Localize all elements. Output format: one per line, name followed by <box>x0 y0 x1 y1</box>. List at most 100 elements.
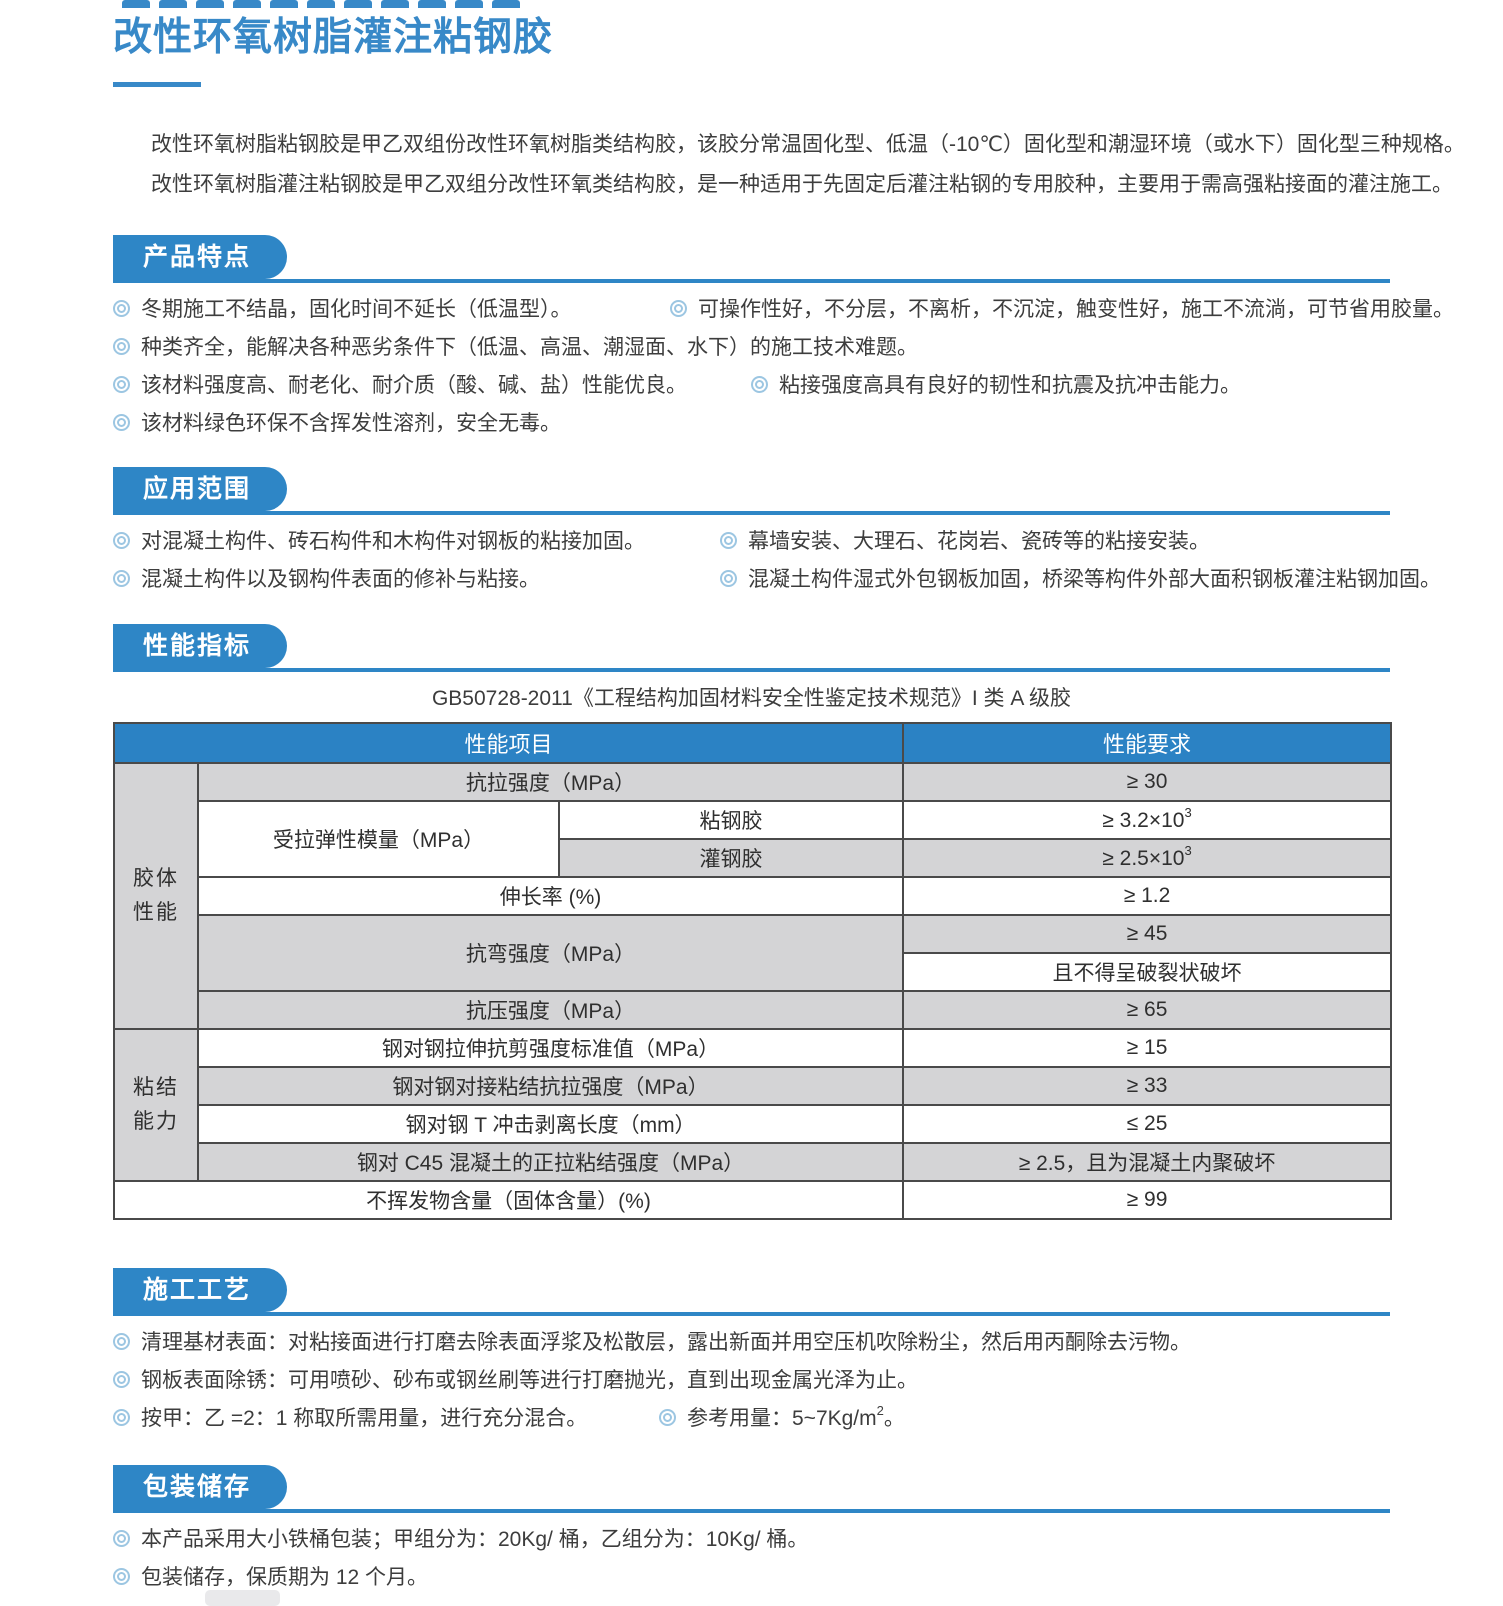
standard-note: GB50728-2011《工程结构加固材料安全性鉴定技术规范》I 类 A 级胶 <box>431 687 1072 710</box>
ring-bullet-icon <box>659 1408 676 1426</box>
process-text: 按甲：乙 =2：1 称取所需用量，进行充分混合。 <box>141 1407 588 1430</box>
section-badge-features: 产品特点 <box>113 235 288 279</box>
requirement-cell: ≥ 3.2×103 <box>902 800 1393 840</box>
list-item: 参考用量：5~7Kg/m2。 <box>659 1398 905 1436</box>
list-item: 幕墙安装、大理石、花岗岩、瓷砖等的粘接安装。 <box>720 521 1210 559</box>
table-row: 伸长率 (%) ≥ 1.2 <box>114 876 1393 916</box>
list-item: 混凝土构件湿式外包钢板加固，桥梁等构件外部大面积钢板灌注粘钢加固。 <box>720 559 1441 597</box>
datasheet-page: 改性环氧树脂灌注粘钢胶 改性环氧树脂粘钢胶是甲乙双组份改性环氧树脂类结构胶，该胶… <box>112 0 1465 1595</box>
feature-text: 可操作性好，不分层，不离析，不沉淀，触变性好，施工不流淌，可节省用胶量。 <box>698 298 1454 321</box>
process-text: 清理基材表面：对粘接面进行打磨去除表面浮浆及松散层，露出新面并用空压机吹除粉尘，… <box>141 1331 1191 1354</box>
item-cell: 受拉弹性模量（MPa） <box>197 800 560 878</box>
list-item: 种类齐全，能解决各种恶劣条件下（低温、高温、潮湿面、水下）的施工技术难题。 <box>113 327 1390 365</box>
ring-bullet-icon <box>670 299 687 317</box>
ring-bullet-icon <box>113 1332 130 1350</box>
item-cell: 钢对 C45 混凝土的正拉粘结强度（MPa） <box>196 1142 905 1182</box>
list-item: 混凝土构件以及钢构件表面的修补与粘接。 混凝土构件湿式外包钢板加固，桥梁等构件外… <box>113 559 1441 597</box>
application-text: 混凝土构件湿式外包钢板加固，桥梁等构件外部大面积钢板灌注粘钢加固。 <box>748 568 1441 591</box>
section-badge-applications: 应用范围 <box>113 467 288 511</box>
item-cell: 钢对钢拉伸抗剪强度标准值（MPa） <box>196 1028 905 1068</box>
ring-bullet-icon <box>751 375 768 393</box>
table-row: 钢对钢 T 冲击剥离长度（mm） ≤ 25 <box>114 1104 1393 1144</box>
ring-bullet-icon <box>113 1529 130 1547</box>
intro-line-2: 改性环氧树脂灌注粘钢胶是甲乙双组分改性环氧类结构胶，是一种适用于先固定后灌注粘钢… <box>151 173 1453 196</box>
ring-bullet-icon <box>113 1567 130 1585</box>
table-row: 粘结能力 钢对钢拉伸抗剪强度标准值（MPa） ≥ 15 <box>113 1028 1393 1182</box>
table-row: 灌钢胶 ≥ 2.5×103 <box>114 838 1393 878</box>
process-list: 清理基材表面：对粘接面进行打磨去除表面浮浆及松散层，露出新面并用空压机吹除粉尘，… <box>113 1322 1390 1436</box>
ring-bullet-icon <box>113 531 130 549</box>
applications-list: 对混凝土构件、砖石构件和木构件对钢板的粘接加固。 幕墙安装、大理石、花岗岩、瓷砖… <box>113 521 1441 597</box>
ring-bullet-icon <box>113 413 130 431</box>
feature-text: 该材料绿色环保不含挥发性溶剂，安全无毒。 <box>141 412 561 435</box>
packaging-text: 本产品采用大小铁桶包装；甲组分为：20Kg/ 桶，乙组分为：10Kg/ 桶。 <box>141 1528 809 1551</box>
requirement-cell: ≥ 33 <box>902 1066 1393 1106</box>
list-item: 冬期施工不结晶，固化时间不延长（低温型）。 可操作性好，不分层，不离析，不沉淀，… <box>113 289 1454 327</box>
list-item: 按甲：乙 =2：1 称取所需用量，进行充分混合。 参考用量：5~7Kg/m2。 <box>113 1398 1390 1436</box>
table-row: 胶体性能 抗拉强度（MPa） ≥ 30 <box>113 762 1393 1030</box>
table-header-item: 性能项目 <box>112 722 905 764</box>
item-cell: 抗弯强度（MPa） <box>196 914 905 992</box>
application-text: 混凝土构件以及钢构件表面的修补与粘接。 <box>141 568 540 591</box>
section-header-features: 产品特点 <box>113 235 1390 283</box>
list-item: 粘接强度高具有良好的韧性和抗震及抗冲击能力。 <box>751 365 1241 403</box>
item-cell: 抗拉强度（MPa） <box>196 762 905 802</box>
item-cell: 抗压强度（MPa） <box>196 990 905 1030</box>
table-row: 受拉弹性模量（MPa） 粘钢胶 ≥ 3.2×103 <box>114 800 1393 878</box>
process-text: 参考用量：5~7Kg/m2。 <box>687 1403 905 1430</box>
packaging-text: 包装储存，保质期为 12 个月。 <box>141 1566 429 1589</box>
item-cell: 不挥发物含量（固体含量）(%) <box>112 1180 905 1220</box>
ring-bullet-icon <box>113 375 130 393</box>
section-header-applications: 应用范围 <box>113 467 1390 515</box>
application-text: 对混凝土构件、砖石构件和木构件对钢板的粘接加固。 <box>141 530 645 553</box>
list-item: 可操作性好，不分层，不离析，不沉淀，触变性好，施工不流淌，可节省用胶量。 <box>670 289 1454 327</box>
item-cell: 钢对钢 T 冲击剥离长度（mm） <box>196 1104 905 1144</box>
item-cell: 伸长率 (%) <box>196 876 905 916</box>
ring-bullet-icon <box>720 569 737 587</box>
group-label-cell: 粘结能力 <box>113 1028 199 1182</box>
performance-table: 性能项目 性能要求 胶体性能 抗拉强度（MPa） ≥ 30 受拉弹性模量（MPa… <box>112 722 1393 1220</box>
requirement-cell: ≥ 2.5×103 <box>902 838 1393 878</box>
requirement-cell: ≥ 99 <box>902 1180 1393 1220</box>
clipped-previous-page-text <box>122 0 520 8</box>
feature-text: 种类齐全，能解决各种恶劣条件下（低温、高温、潮湿面、水下）的施工技术难题。 <box>141 336 918 359</box>
sub-item-cell: 粘钢胶 <box>557 800 905 840</box>
ring-bullet-icon <box>113 569 130 587</box>
table-row: 且不得呈破裂状破坏 <box>114 952 1393 992</box>
packaging-list: 本产品采用大小铁桶包装；甲组分为：20Kg/ 桶，乙组分为：10Kg/ 桶。 包… <box>113 1519 1390 1595</box>
list-item: 该材料绿色环保不含挥发性溶剂，安全无毒。 <box>113 403 1390 441</box>
page-title: 改性环氧树脂灌注粘钢胶 <box>113 16 554 59</box>
application-text: 幕墙安装、大理石、花岗岩、瓷砖等的粘接安装。 <box>748 530 1210 553</box>
list-item: 对混凝土构件、砖石构件和木构件对钢板的粘接加固。 幕墙安装、大理石、花岗岩、瓷砖… <box>113 521 1390 559</box>
sub-item-cell: 灌钢胶 <box>557 838 905 878</box>
ring-bullet-icon <box>113 337 130 355</box>
requirement-cell: 且不得呈破裂状破坏 <box>902 952 1393 992</box>
requirement-cell: ≥ 30 <box>902 762 1393 802</box>
list-item: 钢板表面除锈：可用喷砂、砂布或钢丝刷等进行打磨抛光，直到出现金属光泽为止。 <box>113 1360 1390 1398</box>
ring-bullet-icon <box>720 531 737 549</box>
section-badge-process: 施工工艺 <box>113 1268 288 1312</box>
features-list: 冬期施工不结晶，固化时间不延长（低温型）。 可操作性好，不分层，不离析，不沉淀，… <box>113 289 1454 441</box>
table-row: 钢对钢对接粘结抗拉强度（MPa） ≥ 33 <box>114 1066 1393 1106</box>
section-badge-performance: 性能指标 <box>113 624 288 668</box>
process-text: 钢板表面除锈：可用喷砂、砂布或钢丝刷等进行打磨抛光，直到出现金属光泽为止。 <box>141 1369 918 1392</box>
section-header-performance: 性能指标 <box>113 624 1390 672</box>
feature-text: 该材料强度高、耐老化、耐介质（酸、碱、盐）性能优良。 <box>141 374 687 397</box>
item-cell: 钢对钢对接粘结抗拉强度（MPa） <box>196 1066 905 1106</box>
section-header-process: 施工工艺 <box>113 1268 1390 1316</box>
ring-bullet-icon <box>113 1370 130 1388</box>
table-row: 钢对 C45 混凝土的正拉粘结强度（MPa） ≥ 2.5，且为混凝土内聚破坏 <box>114 1142 1393 1182</box>
table-row: 抗弯强度（MPa） ≥ 45 <box>114 914 1393 992</box>
requirement-cell: ≥ 65 <box>902 990 1393 1030</box>
requirement-cell: ≥ 2.5，且为混凝土内聚破坏 <box>902 1142 1393 1182</box>
feature-text: 粘接强度高具有良好的韧性和抗震及抗冲击能力。 <box>779 374 1241 397</box>
section-badge-packaging: 包装储存 <box>113 1465 288 1509</box>
ring-bullet-icon <box>113 1408 130 1426</box>
feature-text: 冬期施工不结晶，固化时间不延长（低温型）。 <box>141 298 572 321</box>
table-header-requirement: 性能要求 <box>902 722 1393 764</box>
list-item: 包装储存，保质期为 12 个月。 <box>113 1557 1390 1595</box>
requirement-cell: ≥ 15 <box>902 1028 1393 1068</box>
requirement-cell: ≤ 25 <box>902 1104 1393 1144</box>
title-underline-dash <box>113 82 201 87</box>
requirement-cell: ≥ 1.2 <box>902 876 1393 916</box>
